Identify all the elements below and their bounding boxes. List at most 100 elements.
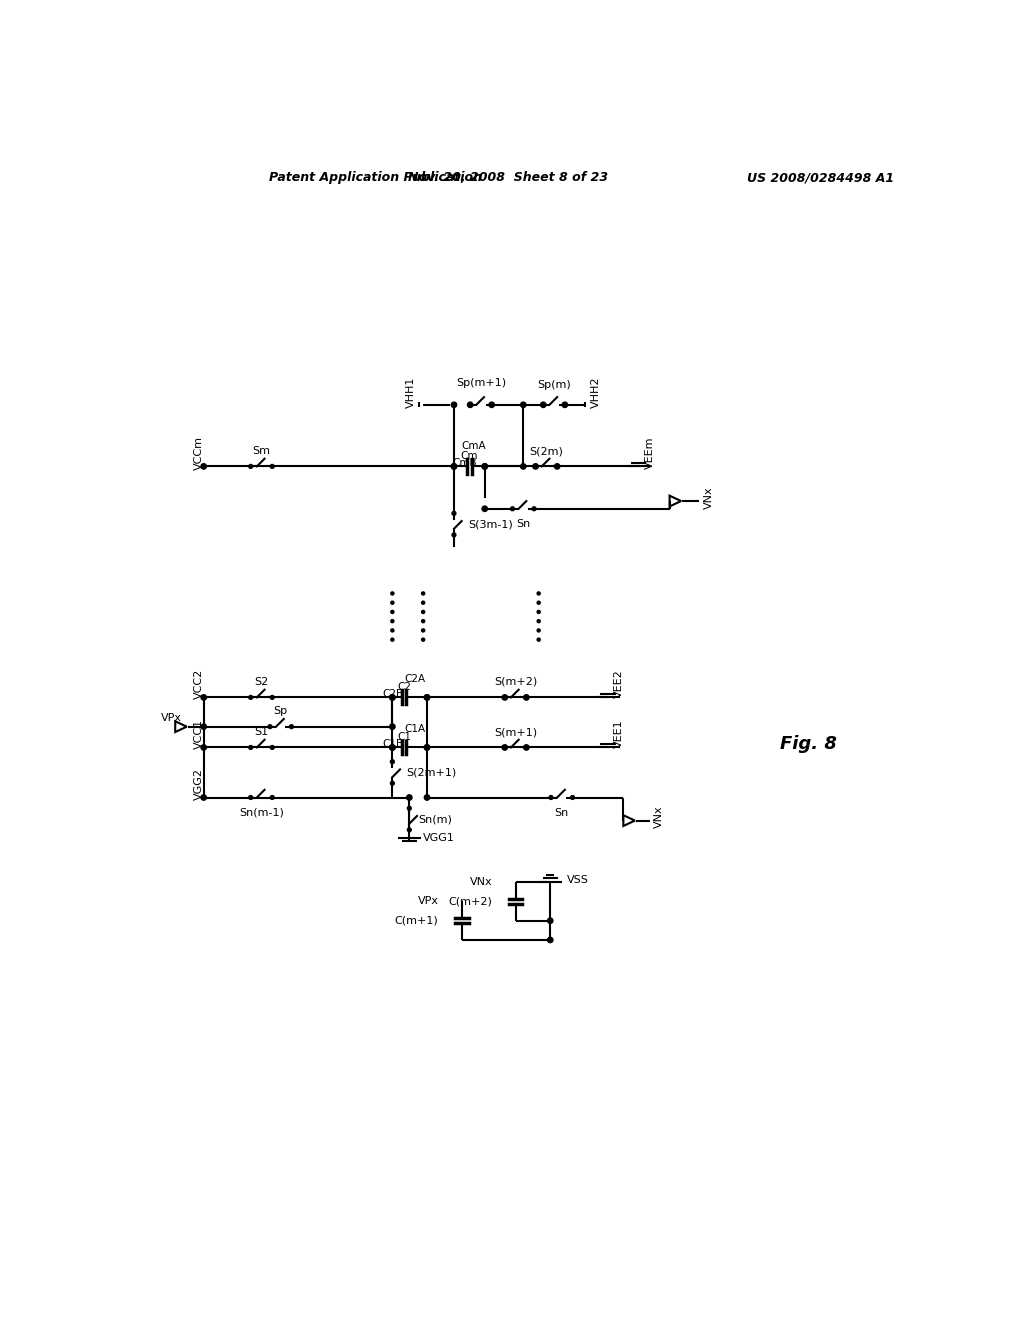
Text: CmA: CmA <box>462 441 486 451</box>
Text: VHH2: VHH2 <box>591 376 601 408</box>
Circle shape <box>249 746 253 750</box>
Circle shape <box>201 723 207 730</box>
Circle shape <box>524 746 528 750</box>
Circle shape <box>422 610 425 614</box>
Circle shape <box>520 403 526 408</box>
Text: S(3m-1): S(3m-1) <box>468 519 513 529</box>
Circle shape <box>554 463 560 469</box>
Text: Sn(m-1): Sn(m-1) <box>239 808 284 818</box>
Circle shape <box>390 723 395 730</box>
Circle shape <box>391 610 394 614</box>
Circle shape <box>424 795 430 800</box>
Circle shape <box>548 917 553 924</box>
Circle shape <box>538 601 541 605</box>
Circle shape <box>290 725 294 729</box>
Circle shape <box>422 628 425 632</box>
Circle shape <box>452 463 457 469</box>
Circle shape <box>452 463 457 469</box>
Text: VEE1: VEE1 <box>614 719 624 748</box>
Circle shape <box>523 744 529 750</box>
Circle shape <box>503 696 507 700</box>
Text: C1A: C1A <box>403 723 425 734</box>
Circle shape <box>542 403 545 407</box>
Text: S(2m): S(2m) <box>529 446 563 455</box>
Text: C(m+2): C(m+2) <box>449 896 493 907</box>
Circle shape <box>408 828 412 832</box>
Text: S(m+1): S(m+1) <box>494 727 538 737</box>
Circle shape <box>511 507 514 511</box>
Text: VCC2: VCC2 <box>194 668 204 698</box>
Text: US 2008/0284498 A1: US 2008/0284498 A1 <box>746 172 894 185</box>
Circle shape <box>201 463 207 469</box>
Text: VCC1: VCC1 <box>194 718 204 748</box>
Text: CmB: CmB <box>453 458 477 469</box>
Circle shape <box>523 694 529 700</box>
Text: C(m+1): C(m+1) <box>395 916 438 925</box>
Text: VNx: VNx <box>654 805 665 828</box>
Text: Sn: Sn <box>555 808 569 818</box>
Circle shape <box>390 744 395 750</box>
Text: VPx: VPx <box>418 896 438 907</box>
Circle shape <box>391 591 394 595</box>
Circle shape <box>502 744 508 750</box>
Text: Patent Application Publication: Patent Application Publication <box>269 172 482 185</box>
Circle shape <box>532 463 539 469</box>
Circle shape <box>422 591 425 595</box>
Text: VSS: VSS <box>567 875 589 884</box>
Circle shape <box>452 511 456 515</box>
Text: C1: C1 <box>397 731 411 742</box>
Text: VNx: VNx <box>470 878 493 887</box>
Text: C2A: C2A <box>403 675 425 684</box>
Circle shape <box>555 465 559 469</box>
Circle shape <box>452 533 456 537</box>
Circle shape <box>268 725 271 729</box>
Text: Sn: Sn <box>516 519 530 529</box>
Circle shape <box>390 760 394 763</box>
Circle shape <box>538 619 541 623</box>
Circle shape <box>524 696 528 700</box>
Text: Sp: Sp <box>273 706 288 717</box>
Circle shape <box>534 465 538 469</box>
Circle shape <box>424 694 430 700</box>
Circle shape <box>570 796 574 800</box>
Circle shape <box>424 744 430 750</box>
Circle shape <box>424 694 430 700</box>
Circle shape <box>201 744 207 750</box>
Circle shape <box>538 628 541 632</box>
Circle shape <box>532 507 536 511</box>
Text: VCCm: VCCm <box>194 436 204 470</box>
Circle shape <box>468 403 472 407</box>
Circle shape <box>563 403 566 407</box>
Circle shape <box>391 601 394 605</box>
Circle shape <box>422 601 425 605</box>
Circle shape <box>422 619 425 623</box>
Text: Sn(m): Sn(m) <box>419 814 453 824</box>
Circle shape <box>391 619 394 623</box>
Text: Sm: Sm <box>253 446 270 455</box>
Text: VGG2: VGG2 <box>194 768 204 800</box>
Text: Fig. 8: Fig. 8 <box>779 735 837 752</box>
Circle shape <box>391 628 394 632</box>
Text: C1B: C1B <box>383 739 403 748</box>
Circle shape <box>390 781 394 785</box>
Text: VHH1: VHH1 <box>406 376 416 408</box>
Circle shape <box>520 463 526 469</box>
Circle shape <box>482 506 487 511</box>
Text: Sp(m+1): Sp(m+1) <box>456 379 506 388</box>
Text: S(2m+1): S(2m+1) <box>407 767 457 777</box>
Text: S2: S2 <box>254 677 268 686</box>
Circle shape <box>549 796 553 800</box>
Circle shape <box>422 638 425 642</box>
Circle shape <box>390 694 395 700</box>
Text: VPx: VPx <box>161 713 182 723</box>
Circle shape <box>270 465 274 469</box>
Text: VNx: VNx <box>705 486 714 508</box>
Text: C2B: C2B <box>383 689 403 698</box>
Circle shape <box>270 796 274 800</box>
Circle shape <box>407 795 412 800</box>
Text: Sp(m): Sp(m) <box>538 380 571 389</box>
Circle shape <box>452 403 457 408</box>
Circle shape <box>249 465 253 469</box>
Circle shape <box>538 638 541 642</box>
Circle shape <box>201 694 207 700</box>
